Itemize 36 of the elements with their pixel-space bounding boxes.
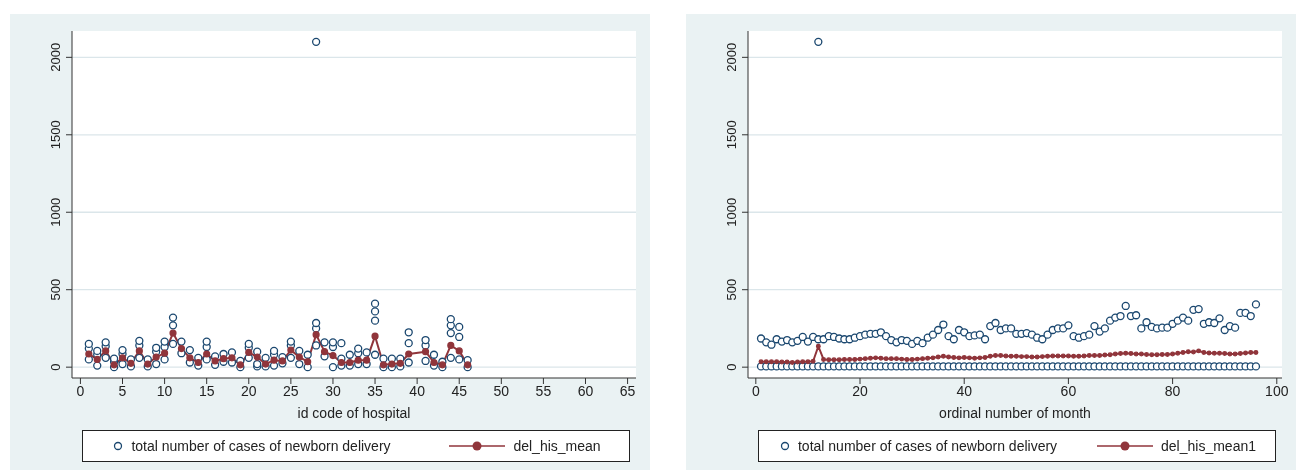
x-tick-label: 60 [577, 382, 594, 399]
y-tick-label: 0 [48, 363, 63, 371]
x-tick-label: 20 [852, 382, 869, 399]
legend-label: del_his_mean1 [1161, 438, 1257, 454]
x-tick-label: 55 [535, 382, 552, 399]
y-tick-label: 1500 [48, 120, 63, 150]
x-tick-label: 80 [1164, 382, 1181, 399]
x-tick-label: 0 [751, 382, 760, 399]
x-tick-label: 20 [240, 382, 257, 399]
y-tick-label: 1500 [724, 120, 739, 150]
x-tick-label: 100 [1265, 382, 1289, 399]
x-tick-label: 65 [619, 382, 636, 399]
x-tick-label: 60 [1060, 382, 1077, 399]
legend-label: total number of cases of newborn delivery [131, 438, 391, 454]
x-tick-label: 10 [156, 382, 173, 399]
y-tick-label: 500 [48, 278, 63, 301]
y-tick-label: 1000 [48, 197, 63, 227]
x-tick-label: 50 [493, 382, 510, 399]
x-tick-label: 25 [283, 382, 299, 399]
x-tick-label: 35 [367, 382, 384, 399]
x-tick-label: 30 [325, 382, 341, 399]
x-axis-title: id code of hospital [297, 405, 411, 421]
legend-label: del_his_mean [513, 438, 601, 454]
x-tick-label: 5 [118, 382, 127, 399]
x-tick-label: 40 [956, 382, 973, 399]
y-tick-label: 500 [724, 278, 739, 301]
x-tick-label: 15 [198, 382, 215, 399]
y-tick-label: 2000 [48, 42, 63, 72]
legend-label: total number of cases of newborn delivery [797, 438, 1058, 454]
y-tick-label: 2000 [724, 42, 739, 72]
y-tick-label: 1000 [724, 197, 739, 227]
y-tick-label: 0 [724, 363, 739, 371]
x-tick-label: 40 [409, 382, 426, 399]
x-tick-label: 0 [76, 382, 85, 399]
x-tick-label: 45 [451, 382, 468, 399]
x-axis-title: ordinal number of month [939, 405, 1091, 421]
